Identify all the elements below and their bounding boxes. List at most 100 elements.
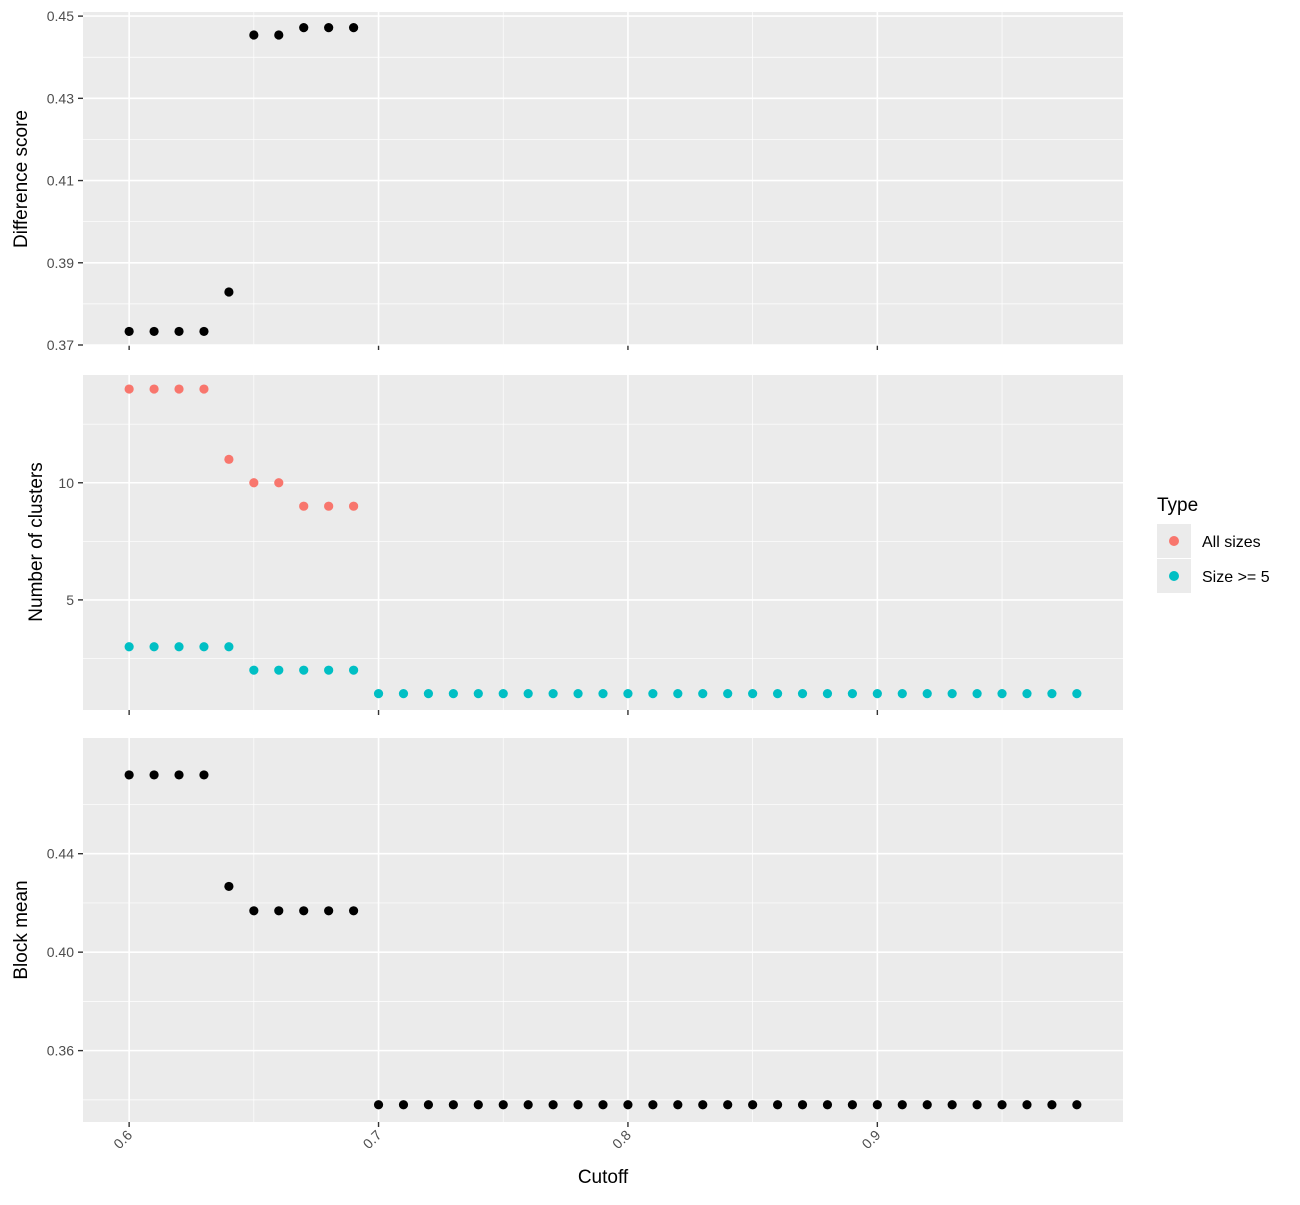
- bottom-series-point: [573, 1100, 583, 1110]
- bottom-panel-background: [83, 738, 1123, 1122]
- bottom-series-point: [149, 770, 159, 780]
- bottom-series-point: [249, 906, 259, 916]
- bottom-series-point: [498, 1100, 508, 1110]
- middle-size-5-point: [174, 642, 184, 652]
- bottom-series-point: [772, 1100, 783, 1110]
- middle-size-5-point: [872, 689, 882, 699]
- middle-size-5-point: [373, 689, 384, 699]
- top-series-point: [174, 326, 184, 337]
- bottom-series-point: [199, 770, 209, 780]
- bottom-series-point: [723, 1100, 733, 1110]
- bottom-series-point: [1047, 1100, 1057, 1110]
- middle-panel: 5 10: [58, 375, 1123, 715]
- middle-all-sizes-point: [348, 501, 359, 511]
- middle-size-5-point: [548, 689, 558, 699]
- middle-size-5-point: [723, 689, 733, 699]
- bottom-series-point: [698, 1100, 708, 1110]
- top-y-axis-title: Difference score: [11, 110, 32, 248]
- bottom-series-point: [947, 1100, 957, 1110]
- bottom-series-point: [523, 1100, 533, 1110]
- top-y-tick-label: 0.45: [47, 8, 74, 24]
- legend-label-size-ge-5: Size >= 5: [1202, 569, 1270, 586]
- top-series-point: [274, 30, 284, 40]
- middle-size-5-point: [623, 689, 633, 699]
- bottom-panel: 0.36 0.40 0.44 0.6 0.7 0.8 0.9: [47, 738, 1123, 1152]
- middle-size-5-point: [673, 689, 683, 699]
- middle-size-5-point: [748, 689, 758, 699]
- top-series-point: [124, 326, 134, 337]
- bottom-series-point: [997, 1100, 1007, 1110]
- bottom-series-point: [922, 1100, 932, 1110]
- middle-y-tick-label: 5: [66, 592, 74, 608]
- bottom-series-point: [398, 1100, 409, 1110]
- legend-label-all-sizes: All sizes: [1202, 534, 1261, 551]
- middle-size-5-point: [398, 689, 409, 699]
- legend-title: Type: [1157, 495, 1198, 516]
- top-panel: 0.37 0.39 0.41 0.43 0.45: [47, 8, 1123, 353]
- middle-size-5-point: [698, 689, 708, 699]
- bottom-series-point: [174, 770, 184, 780]
- middle-size-5-point: [847, 689, 858, 699]
- top-series-point: [249, 30, 259, 40]
- top-series-point: [149, 326, 159, 337]
- middle-size-5-point: [1047, 689, 1057, 699]
- top-y-tick-label: 0.43: [47, 90, 74, 106]
- bottom-series-point: [872, 1100, 882, 1110]
- middle-all-sizes-point: [199, 384, 209, 394]
- middle-all-sizes-point: [249, 478, 259, 488]
- middle-size-5-point: [348, 665, 359, 675]
- bottom-y-tick-label: 0.44: [47, 846, 74, 862]
- bottom-series-point: [1022, 1100, 1032, 1110]
- top-series-point: [348, 23, 359, 33]
- bottom-series-point: [673, 1100, 683, 1110]
- middle-panel-background: [83, 375, 1123, 710]
- middle-size-5-point: [498, 689, 508, 699]
- middle-size-5-point: [224, 642, 234, 652]
- bottom-series-point: [648, 1100, 658, 1110]
- bottom-series-point: [448, 1100, 458, 1110]
- middle-size-5-point: [648, 689, 658, 699]
- middle-size-5-point: [149, 642, 159, 652]
- bottom-series-point: [797, 1100, 808, 1110]
- middle-all-sizes-point: [299, 501, 309, 511]
- middle-all-sizes-point: [224, 454, 234, 464]
- middle-size-5-point: [922, 689, 932, 699]
- middle-all-sizes-point: [149, 384, 159, 394]
- top-y-tick-label: 0.37: [47, 337, 74, 353]
- middle-size-5-point: [1022, 689, 1032, 699]
- middle-size-5-point: [1072, 689, 1082, 699]
- middle-size-5-point: [972, 689, 982, 699]
- middle-size-5-point: [124, 642, 134, 652]
- middle-size-5-point: [299, 665, 309, 675]
- bottom-series-point: [299, 906, 309, 916]
- bottom-series-point: [548, 1100, 558, 1110]
- middle-y-tick-label: 10: [58, 475, 74, 491]
- top-series-point: [224, 287, 234, 297]
- middle-size-5-point: [199, 642, 209, 652]
- middle-size-5-point: [249, 665, 259, 675]
- middle-all-sizes-point: [324, 501, 334, 511]
- middle-size-5-point: [573, 689, 583, 699]
- x-tick-label: 0.9: [858, 1127, 883, 1152]
- top-series-point: [199, 326, 209, 337]
- bottom-series-point: [473, 1100, 483, 1110]
- bottom-series-point: [598, 1100, 608, 1110]
- bottom-series-point: [224, 881, 234, 892]
- bottom-series-point: [623, 1100, 633, 1110]
- middle-size-5-point: [897, 689, 907, 699]
- middle-all-sizes-point: [124, 384, 134, 394]
- bottom-series-point: [972, 1100, 982, 1110]
- middle-size-5-point: [797, 689, 808, 699]
- middle-size-5-point: [822, 689, 833, 699]
- bottom-series-point: [847, 1100, 858, 1110]
- x-tick-label: 0.8: [609, 1127, 634, 1152]
- bottom-series-point: [1072, 1100, 1082, 1110]
- bottom-y-tick-label: 0.36: [47, 1043, 74, 1059]
- top-y-tick-label: 0.41: [47, 173, 74, 189]
- middle-all-sizes-point: [274, 478, 284, 488]
- bottom-series-point: [124, 770, 134, 780]
- top-series-point: [299, 23, 309, 33]
- x-tick-label: 0.7: [360, 1127, 385, 1152]
